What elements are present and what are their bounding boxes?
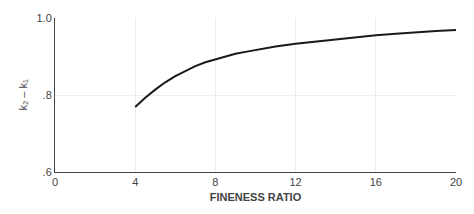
svg-text:1.0: 1.0 — [37, 12, 52, 24]
svg-text:0: 0 — [52, 176, 58, 188]
svg-text:8: 8 — [212, 176, 218, 188]
svg-text:12: 12 — [289, 176, 301, 188]
svg-text:4: 4 — [132, 176, 138, 188]
svg-text:20: 20 — [450, 176, 462, 188]
svg-text:k₂ – k₁: k₂ – k₁ — [17, 79, 29, 111]
svg-text:.8: .8 — [43, 89, 52, 101]
svg-text:.6: .6 — [43, 166, 52, 178]
svg-text:FINENESS RATIO: FINENESS RATIO — [210, 191, 302, 203]
svg-text:16: 16 — [370, 176, 382, 188]
